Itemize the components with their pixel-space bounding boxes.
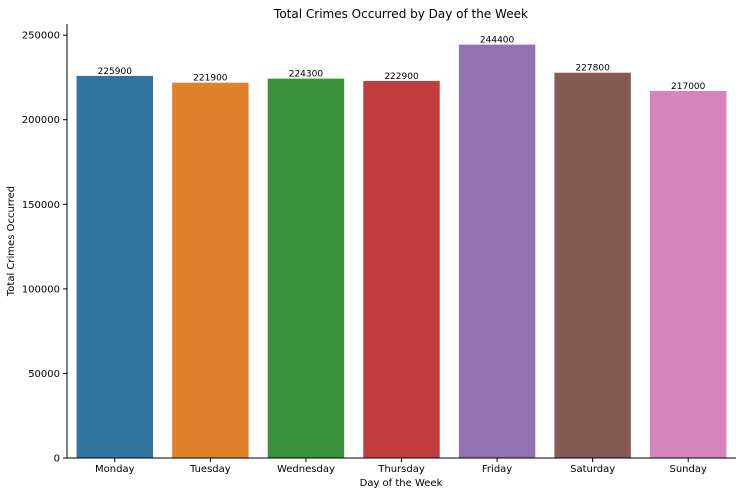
x-tick-label-sunday: Sunday (670, 464, 707, 475)
y-axis-ticks: 0 50000 100000 150000 200000 250000 (22, 31, 67, 465)
data-label-sunday: 217000 (671, 82, 706, 92)
x-tick-label-friday: Friday (482, 464, 512, 475)
y-tick-label: 100000 (22, 284, 60, 295)
bar-wednesday (267, 78, 345, 458)
x-tick-label-thursday: Thursday (377, 464, 425, 475)
data-label-tuesday: 221900 (193, 74, 228, 84)
y-tick-label: 50000 (28, 369, 60, 380)
data-label-friday: 244400 (480, 36, 515, 46)
data-label-saturday: 227800 (575, 64, 610, 74)
x-tick-label-monday: Monday (95, 464, 135, 475)
y-tick-label: 250000 (22, 31, 60, 42)
x-axis-title: Day of the Week (360, 478, 443, 489)
data-labels-group: 225900 221900 224300 222900 244400 227800 2170… (98, 36, 706, 92)
y-tick-label: 150000 (22, 200, 60, 211)
x-axis-ticks: Monday Tuesday Wednesday Thursday Friday Satu… (95, 458, 707, 475)
bar-sunday (649, 90, 727, 459)
y-axis-title: Total Crimes Occurred (6, 186, 17, 297)
chart-title: Total Crimes Occurred by Day of the Week (273, 7, 528, 21)
data-label-wednesday: 224300 (289, 70, 324, 80)
x-tick-label-saturday: Saturday (570, 464, 615, 475)
bar-thursday (363, 80, 440, 458)
bars-group (76, 44, 727, 459)
x-tick-label-tuesday: Tuesday (189, 464, 231, 475)
x-tick-label-wednesday: Wednesday (277, 464, 335, 475)
data-label-monday: 225900 (98, 67, 133, 77)
data-label-thursday: 222900 (384, 72, 419, 82)
bar-friday (458, 44, 536, 458)
y-tick-label: 200000 (22, 115, 60, 126)
bar-saturday (554, 72, 631, 459)
bar-monday (76, 75, 154, 459)
y-tick-label: 0 (54, 454, 60, 465)
bar-tuesday (172, 82, 249, 458)
